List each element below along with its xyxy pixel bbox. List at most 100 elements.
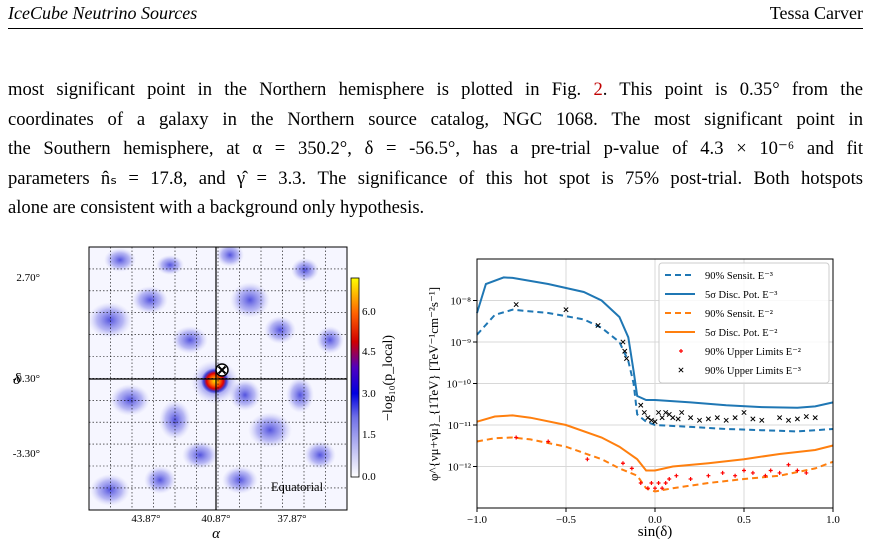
skymap-grid <box>88 246 348 511</box>
skymap-xtick-2: 40.87° <box>201 513 230 525</box>
upper-limit-e2-point <box>674 473 679 478</box>
upper-limit-e2-point <box>629 466 634 471</box>
upper-limit-e3-point <box>663 409 669 416</box>
upper-limit-e2-point <box>720 470 725 475</box>
skymap-ytick-3: -3.30° <box>13 448 40 460</box>
upper-limit-e2-point <box>667 476 672 481</box>
skymap-heat-blob <box>90 474 130 506</box>
skymap-heat-blob <box>159 400 191 440</box>
upper-limit-e3-point <box>659 415 665 421</box>
paragraph-line-5: alone are consistent with a background o… <box>8 197 425 218</box>
upper-limit-e2-point <box>638 481 643 486</box>
upper-limit-e2-point <box>688 476 693 481</box>
chart-xtick-label: 1.0 <box>826 514 840 526</box>
upper-limit-e3-point <box>648 417 654 423</box>
upper-limit-e2-point <box>763 473 768 478</box>
upper-limit-e3-point <box>705 416 711 422</box>
upper-limit-e2-point <box>804 470 809 475</box>
legend-label: 90% Upper Limits E⁻² <box>705 347 801 358</box>
legend-label: 5σ Disc. Pot. E⁻² <box>705 328 777 339</box>
paragraph-line-1: most significant point in the Northern h… <box>8 75 863 105</box>
series-line-1 <box>476 276 834 409</box>
skymap-xtick-3: 37.87° <box>277 513 306 525</box>
skymap-ylabel: δ <box>13 371 21 388</box>
running-header-title: IceCube Neutrino Sources <box>8 3 198 23</box>
chart-legend: 90% Sensit. E⁻³ 5σ Disc. Pot. E⁻³ 90% Sens… <box>658 262 830 384</box>
skymap-xtick-1: 43.87° <box>131 513 160 525</box>
upper-limit-e3-point <box>666 411 672 417</box>
chart-frame <box>476 258 834 509</box>
skymap-heat-blob <box>229 379 261 411</box>
skymap-heat-blob <box>172 326 208 354</box>
chart-xtick-label: −1.0 <box>467 514 487 526</box>
upper-limit-e3-point <box>714 415 720 421</box>
hotspot-marker <box>215 363 229 377</box>
upper-limit-e2-point <box>620 461 625 466</box>
colorbar-tick-3: 3.0 <box>362 388 376 400</box>
paragraph-line-1-b: . This point is 0.35° from the <box>602 79 863 100</box>
paragraph-line-1-a: most significant point in the Northern h… <box>8 79 594 100</box>
skymap-heat-blob <box>104 248 136 272</box>
upper-limit-e3-point <box>785 417 792 423</box>
colorbar-tick-5: 0.0 <box>362 471 376 483</box>
upper-limit-e3-point <box>595 322 601 329</box>
paragraph-line-2: coordinates of a galaxy in the Northern … <box>8 108 863 130</box>
legend-marker <box>678 367 684 373</box>
upper-limit-e2-point <box>546 439 551 444</box>
chart-ytick-label: 10⁻¹¹ <box>448 420 471 432</box>
skymap-heat-blob <box>132 286 168 314</box>
skymap-background <box>89 247 347 510</box>
upper-limit-e2-point <box>514 435 519 440</box>
upper-limit-e3-point <box>652 419 658 425</box>
legend-marker <box>679 349 683 353</box>
upper-limit-e3-point <box>812 415 818 421</box>
upper-limit-e3-point <box>656 409 662 416</box>
upper-limit-e3-point <box>670 415 676 421</box>
skymap-heat-blob <box>291 258 319 282</box>
upper-limit-e3-point <box>696 417 703 423</box>
paragraph-line-3: the Southern hemisphere, at α = 350.2°, … <box>8 138 863 159</box>
chart-xtick-label: 0.0 <box>648 514 662 526</box>
chart-ylabel: φ^{νμ+ν̄μ}_{1TeV} [TeV⁻¹cm⁻²s⁻¹] <box>426 287 441 481</box>
upper-limit-e3-point <box>623 355 630 362</box>
paragraph-line-4: parameters n̂ₛ = 17.8, and γ̂ = 3.3. The… <box>8 167 863 189</box>
skymap-heat-blob <box>144 466 176 494</box>
chart-grid <box>476 259 834 508</box>
upper-limit-e3-point <box>675 416 681 422</box>
chart-xtick-label: 0.5 <box>737 514 751 526</box>
header-rule <box>8 28 863 29</box>
figure-reference-link[interactable]: 2 <box>593 79 603 100</box>
chart-ytick-label: 10⁻¹² <box>448 462 472 474</box>
chart-ticks: −1.0 −0.5 0.0 0.5 1.0 10⁻⁸ 10⁻⁹ 10⁻¹⁰ 10⁻¹¹ 10⁻¹² <box>446 296 840 527</box>
skymap-heat-blob <box>248 412 292 448</box>
skymap-heat-blob <box>156 255 184 275</box>
legend-box <box>658 262 830 384</box>
colorbar-tick-1: 6.0 <box>362 306 376 318</box>
upper-limit-e2-point <box>795 468 800 473</box>
skymap-heat-blob <box>230 282 270 318</box>
skymap-heat-blob <box>264 316 296 344</box>
skymap-heat-blob <box>182 441 218 469</box>
colorbar-tick-4: 1.5 <box>362 429 376 441</box>
upper-limit-e3-point <box>620 339 626 345</box>
upper-limit-e2-point <box>653 486 657 491</box>
skymap-heat-blob <box>89 302 132 338</box>
chart-ytick-label: 10⁻⁸ <box>450 296 471 308</box>
upper-limit-e2-point <box>663 481 668 486</box>
frame-label: Equatorial <box>271 480 324 494</box>
upper-limit-e3-point <box>645 415 651 421</box>
skymap-ytick-1: 2.70° <box>16 272 40 284</box>
upper-limit-e2-point <box>706 473 711 478</box>
skymap-heat-blob <box>110 384 150 416</box>
upper-limit-e2-point <box>768 468 773 473</box>
series-line-2 <box>476 436 834 493</box>
chart-ytick-label: 10⁻⁹ <box>450 337 471 349</box>
colorbar-label: −log₁₀(p_local) <box>381 335 396 421</box>
chart-series-layer <box>476 276 834 493</box>
running-header-author: Tessa Carver <box>769 3 863 23</box>
skymap-frame <box>88 246 348 511</box>
colorbar <box>350 277 360 478</box>
legend-label: 90% Sensit. E⁻³ <box>705 271 773 282</box>
series-line-3 <box>476 414 834 472</box>
upper-limit-e2-point <box>777 470 782 475</box>
